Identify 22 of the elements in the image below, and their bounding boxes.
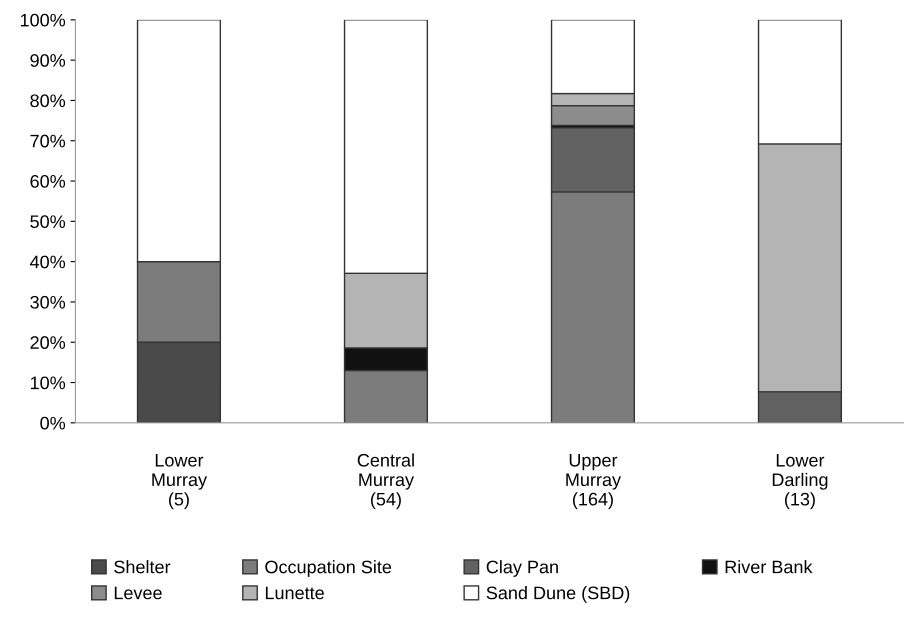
x-tick-label: Central Murray (54) (358, 453, 414, 510)
y-tick-label: 70% (30, 134, 66, 148)
x-tick-label: Upper Murray (164) (566, 454, 621, 510)
y-tick-label: 40% (30, 256, 66, 268)
y-tick-label: 20% (30, 336, 66, 349)
legend-label: Occupation Site (265, 560, 392, 577)
legend-label: Clay Pan (486, 560, 558, 577)
y-tick-label: 80% (30, 94, 66, 108)
y-tick-label: 0% (40, 416, 66, 430)
legend-label: Shelter (114, 560, 170, 574)
y-tick-label: 10% (30, 376, 66, 390)
legend-label: Sand Dune (SBD) (486, 586, 630, 603)
legend-label: Levee (114, 586, 162, 600)
y-tick-label: 30% (30, 296, 66, 309)
legend-label: Lunette (266, 586, 324, 600)
legend-label: River Bank (726, 560, 813, 574)
x-tick-label: Lower Murray (5) (152, 454, 207, 510)
y-tick-label: 100% (20, 14, 66, 27)
y-tick-label: 50% (30, 215, 66, 228)
y-tick-label: 90% (30, 54, 66, 67)
x-tick-label: Lower Darling (13) (772, 454, 828, 510)
y-tick-label: 60% (30, 174, 66, 188)
